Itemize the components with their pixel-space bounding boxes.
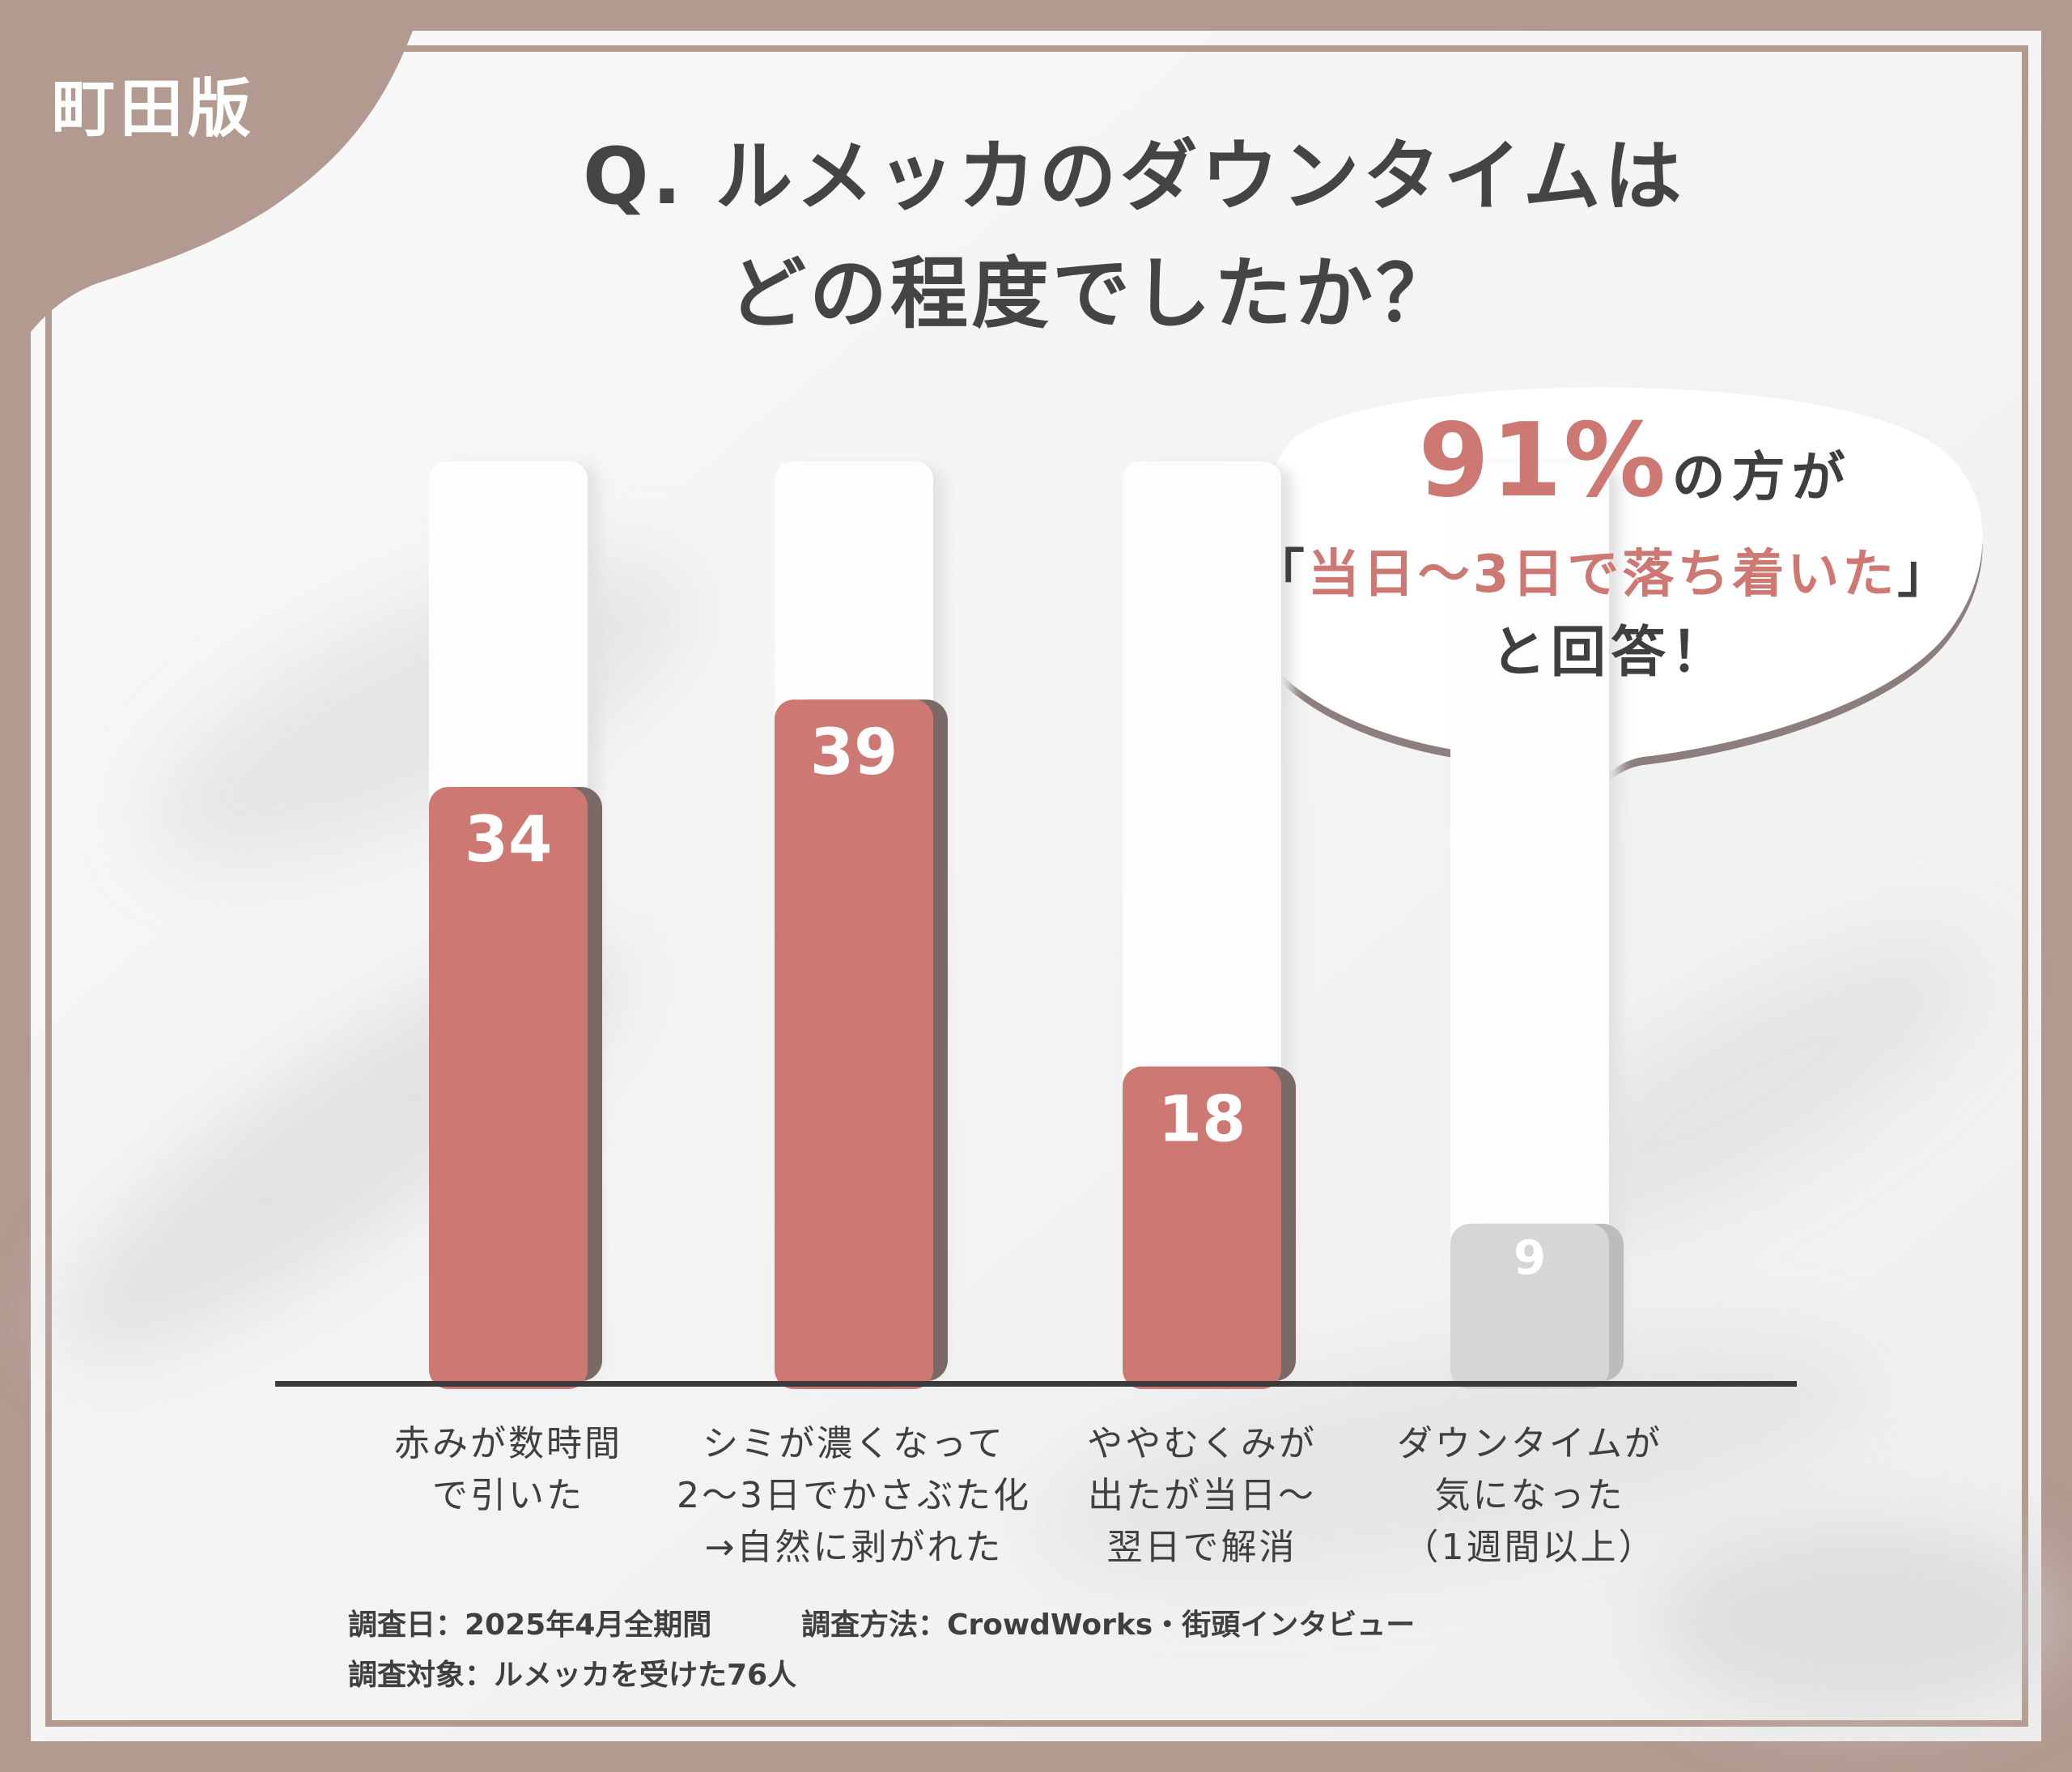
bar-value-label-2: 18: [1158, 1083, 1246, 1156]
bar-value-label-0: 34: [465, 804, 553, 877]
callout-quote-line: 「当日〜3日で落ち着いた」: [1238, 533, 1967, 607]
bar-1: [775, 699, 933, 1389]
x-axis-baseline: [275, 1381, 1797, 1387]
bar-track-3: [1450, 461, 1609, 1381]
callout-answer: と回答！: [1490, 621, 1730, 685]
category-label-0: 赤みが数時間 で引いた: [394, 1423, 622, 1516]
callout-quote-open: 「: [1252, 545, 1308, 605]
callout-percent: 91%: [1418, 401, 1667, 520]
survey-date: 調査日：2025年4月全期間: [348, 1608, 712, 1642]
bars-layer: 34 39 18 9: [429, 461, 1624, 1389]
callout-quote-close: 」: [1897, 545, 1953, 605]
category-label-3: ダウンタイムが 気になった （1週間以上）: [1396, 1423, 1663, 1568]
region-badge-label: 町田版: [52, 73, 257, 146]
corner-badge: [31, 31, 413, 332]
category-label-2: ややむくみが 出たが当日〜 翌日で解消: [1087, 1423, 1317, 1568]
bar-2: [1123, 1066, 1281, 1389]
bar-value-label-1: 39: [810, 716, 898, 789]
callout-percent-line: 91% の方が: [1287, 401, 1983, 520]
bar-3: [1450, 1223, 1609, 1389]
category-label-1: シミが濃くなって 2〜3日でかさぶた化 →自然に剥がれた: [677, 1423, 1031, 1568]
callout-percent-suffix: の方が: [1671, 446, 1852, 508]
page-title-line1: Q. ルメッカのダウンタイムは: [583, 131, 1685, 222]
bar-0: [429, 787, 588, 1389]
bar-value-label-3: 9: [1514, 1230, 1546, 1285]
callout-quote: 当日〜3日で落ち着いた: [1307, 545, 1898, 605]
survey-method: 調査方法：CrowdWorks・街頭インタビュー: [801, 1608, 1416, 1642]
survey-target: 調査対象：ルメッカを受けた76人: [348, 1659, 797, 1692]
page-title-line2: どの程度でしたか？: [728, 249, 1457, 339]
panel-inner-border: [45, 45, 2028, 1727]
